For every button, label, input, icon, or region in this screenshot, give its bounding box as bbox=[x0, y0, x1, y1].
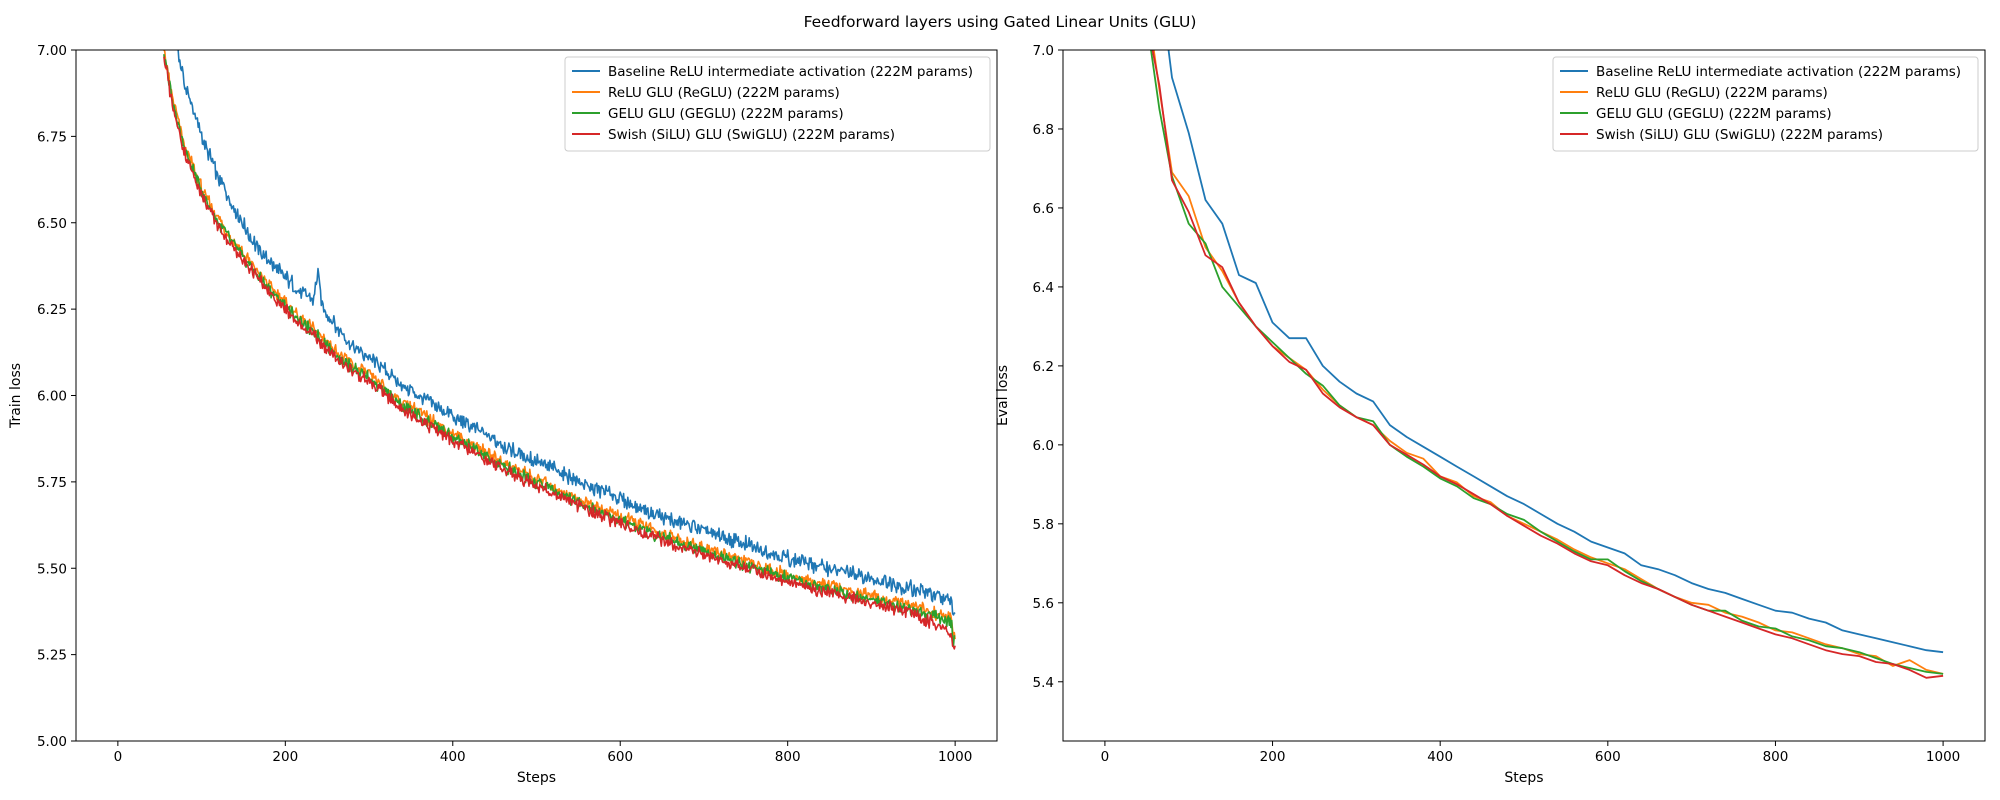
y-tick-label-eval-1: 5.6 bbox=[1033, 596, 1054, 612]
y-tick-label-train-8: 7.00 bbox=[37, 43, 67, 59]
legend-train: Baseline ReLU intermediate activation (2… bbox=[564, 56, 991, 152]
x-tick-label-eval-2: 400 bbox=[1427, 749, 1453, 765]
plot-lines-eval bbox=[1150, 50, 1944, 679]
series-line-train-3 bbox=[163, 56, 956, 650]
x-tick-label-train-4: 800 bbox=[775, 749, 801, 765]
series-line-eval-3 bbox=[1151, 50, 1944, 679]
figure-title: Feedforward layers using Gated Linear Un… bbox=[803, 13, 1197, 31]
legend-label-eval-3: Swish (SiLU) GLU (SwiGLU) (222M params) bbox=[1596, 127, 1883, 143]
chart-panel-train: 0 200 400 600 800 1000 5.00 5.25 5.50 5.75 6.00 6.2… bbox=[8, 43, 998, 786]
y-tick-label-eval-4: 6.2 bbox=[1033, 359, 1054, 375]
y-tick-label-eval-8: 7.0 bbox=[1033, 43, 1054, 59]
y-tick-label-eval-0: 5.4 bbox=[1033, 675, 1054, 691]
legend-label-eval-0: Baseline ReLU intermediate activation (2… bbox=[1596, 64, 1961, 80]
legend-box-eval bbox=[1552, 56, 1979, 152]
y-tick-label-train-4: 6.00 bbox=[37, 389, 67, 405]
x-tick-label-train-3: 600 bbox=[607, 749, 633, 765]
y-tick-label-train-3: 5.75 bbox=[37, 475, 67, 491]
y-tick-label-train-6: 6.50 bbox=[37, 216, 67, 232]
y-tick-label-eval-5: 6.4 bbox=[1033, 280, 1054, 296]
legend-eval: Baseline ReLU intermediate activation (2… bbox=[1552, 56, 1979, 152]
legend-label-train-2: GELU GLU (GEGLU) (222M params) bbox=[608, 106, 844, 122]
legend-label-eval-1: ReLU GLU (ReGLU) (222M params) bbox=[1596, 85, 1828, 101]
legend-label-train-1: ReLU GLU (ReGLU) (222M params) bbox=[608, 85, 840, 101]
axes-frame-eval bbox=[1062, 49, 1986, 742]
y-tick-label-train-7: 6.75 bbox=[37, 129, 67, 145]
chart-panel-eval: 0 200 400 600 800 1000 5.4 5.6 5.8 6.0 6.2 6.4 6.6 6.… bbox=[995, 43, 1986, 786]
x-axis-label-eval: Steps bbox=[1504, 770, 1543, 786]
x-tick-label-train-5: 1000 bbox=[938, 749, 972, 765]
x-tick-label-eval-0: 0 bbox=[1101, 749, 1110, 765]
series-line-train-1 bbox=[163, 50, 956, 642]
series-line-eval-2 bbox=[1150, 50, 1944, 675]
series-line-train-0 bbox=[177, 50, 956, 616]
legend-label-eval-2: GELU GLU (GEGLU) (222M params) bbox=[1596, 106, 1832, 122]
x-tick-label-train-0: 0 bbox=[114, 749, 123, 765]
series-line-eval-0 bbox=[1167, 50, 1944, 654]
y-tick-label-eval-6: 6.6 bbox=[1033, 201, 1054, 217]
x-tick-label-eval-5: 1000 bbox=[1926, 749, 1960, 765]
x-axis-label-train: Steps bbox=[517, 770, 556, 786]
x-tick-label-eval-1: 200 bbox=[1260, 749, 1286, 765]
y-tick-label-train-2: 5.50 bbox=[37, 561, 67, 577]
legend-box-train bbox=[564, 56, 991, 152]
y-tick-label-train-0: 5.00 bbox=[37, 734, 67, 750]
y-tick-label-train-5: 6.25 bbox=[37, 302, 67, 318]
legend-label-train-3: Swish (SiLU) GLU (SwiGLU) (222M params) bbox=[608, 127, 895, 143]
x-tick-label-eval-3: 600 bbox=[1595, 749, 1621, 765]
y-axis-label-eval: Eval loss bbox=[995, 365, 1011, 426]
legend-label-train-0: Baseline ReLU intermediate activation (2… bbox=[608, 64, 973, 80]
y-tick-label-eval-7: 6.8 bbox=[1033, 122, 1054, 138]
y-axis-label-train: Train loss bbox=[8, 363, 24, 429]
x-tick-label-eval-4: 800 bbox=[1763, 749, 1789, 765]
x-tick-label-train-1: 200 bbox=[272, 749, 298, 765]
plot-lines-train bbox=[163, 50, 956, 650]
y-tick-label-eval-2: 5.8 bbox=[1033, 517, 1054, 533]
axes-frame-train bbox=[75, 49, 998, 742]
y-tick-label-eval-3: 6.0 bbox=[1033, 438, 1054, 454]
y-tick-label-train-1: 5.25 bbox=[37, 648, 67, 664]
x-tick-label-train-2: 400 bbox=[440, 749, 466, 765]
